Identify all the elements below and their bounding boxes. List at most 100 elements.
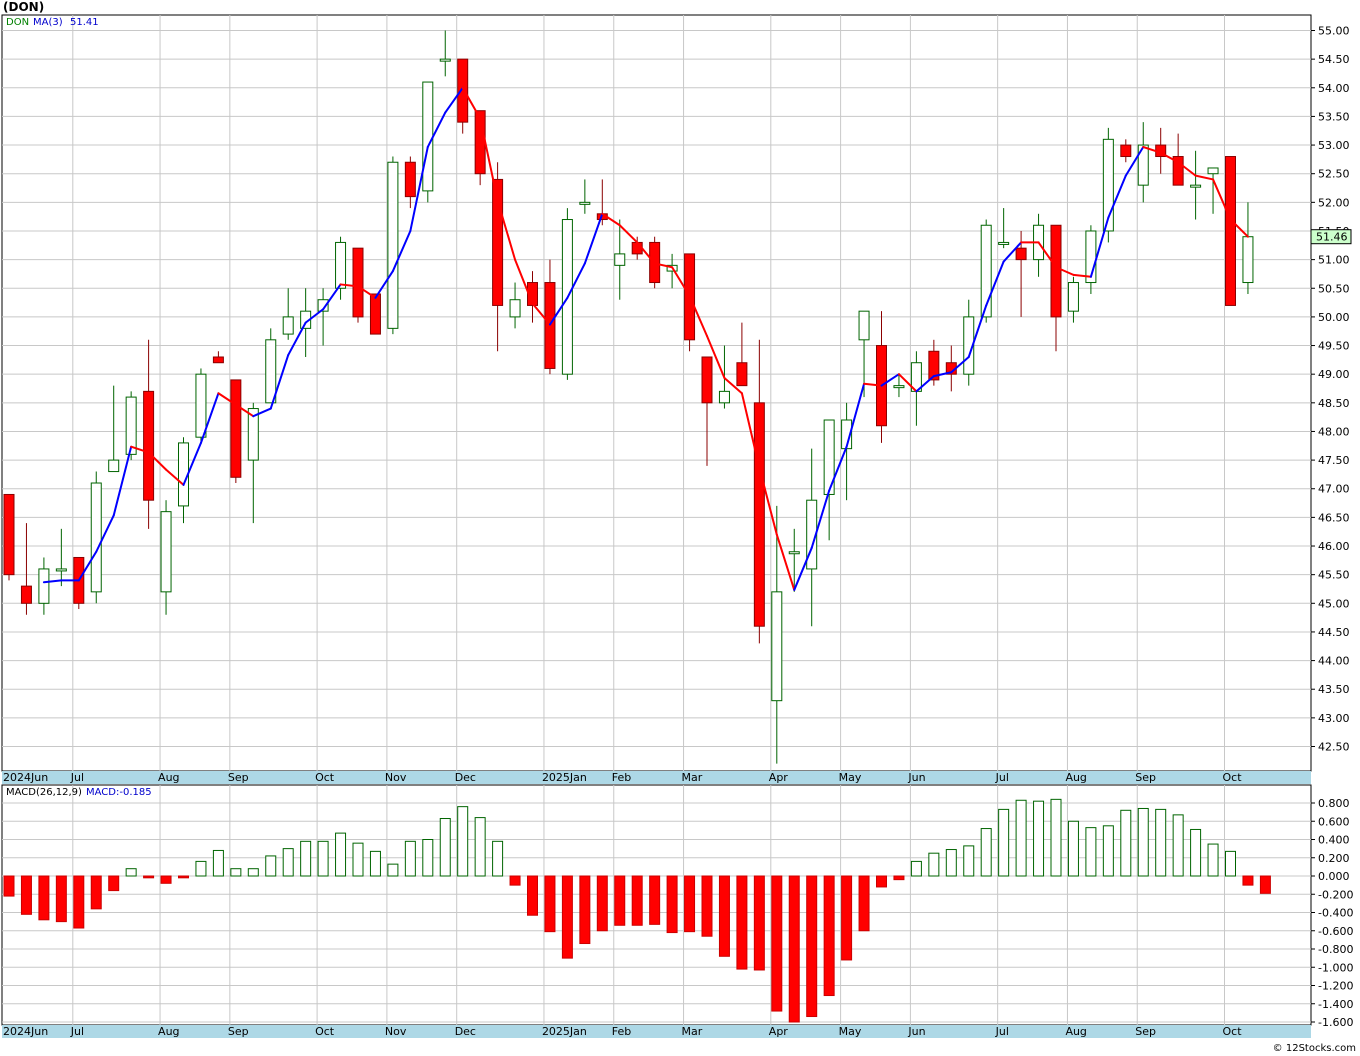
macd-bar-negative (596, 875, 608, 932)
price-y-tick-label: 50.50 (1318, 282, 1350, 295)
macd-bar-positive (369, 850, 381, 877)
price-month-label: Apr (769, 771, 789, 784)
candle-body-down (230, 379, 242, 478)
ma-segment (1055, 266, 1075, 276)
ma-segment (1177, 161, 1197, 177)
macd-bar-negative (858, 875, 870, 932)
macd-legend-label: MACD(26,12,9) (6, 787, 82, 798)
macd-month-label: Jul (995, 1025, 1009, 1038)
macd-bar-negative (160, 875, 172, 884)
candle-body-up (718, 390, 730, 404)
macd-y-tick-label: -1.600 (1318, 1016, 1353, 1029)
macd-y-tick-label: -1.400 (1318, 998, 1353, 1011)
ma-segment (182, 441, 202, 486)
candle-body-down (369, 293, 381, 335)
macd-y-axis: 0.800 0.600 0.400 0.200 0.000 -0.200 -0.400 -0.… (1311, 797, 1353, 1029)
ma-segment (1124, 145, 1145, 177)
ma-segment (706, 334, 726, 379)
price-month-label: Sep (1135, 771, 1156, 784)
macd-y-tick-label: -1.200 (1318, 980, 1353, 993)
macd-bar-positive (387, 863, 399, 877)
price-month-label: Dec (455, 771, 476, 784)
price-y-tick-label: 46.50 (1318, 511, 1350, 524)
candle (143, 339, 155, 529)
candle-body-down (928, 350, 940, 381)
macd-month-label: 2025Jan (542, 1025, 587, 1038)
candle (736, 322, 748, 387)
candle (195, 368, 207, 443)
macd-month-labels: 2024Jun Jul Aug Sep Oct Nov Dec 2025Jan Feb Mar Ap… (3, 1025, 1242, 1038)
price-month-label: Jun (907, 771, 925, 784)
ma-segment (461, 86, 482, 120)
macd-month-label: Aug (158, 1025, 179, 1038)
last-price-tag: 51.46 (1310, 229, 1352, 245)
macd-y-tick-label: 0.600 (1318, 815, 1350, 828)
candle (20, 523, 32, 615)
macd-bar-positive (928, 852, 940, 877)
macd-bar-negative (718, 875, 730, 957)
candle-body-down (212, 356, 224, 364)
candle-body-down (1120, 144, 1132, 158)
candle (701, 356, 713, 466)
macd-bar-positive (282, 848, 294, 877)
macd-grid (2, 785, 1311, 1025)
price-month-labels: 2024Jun Jul Aug Sep Oct Nov Dec 2025Jan Feb Mar Ap… (3, 771, 1242, 784)
macd-panel: 0.800 0.600 0.400 0.200 0.000 -0.200 -0.400 -0.… (1, 784, 1353, 1038)
macd-bar-positive (1102, 825, 1114, 877)
macd-bar-positive (300, 840, 312, 877)
ma-segment (1037, 241, 1057, 269)
ma-segment (147, 451, 168, 471)
candle-body-down (701, 356, 713, 404)
macd-bar-negative (20, 875, 32, 915)
macd-bar-positive (404, 840, 416, 877)
macd-y-tick-label: 0.200 (1318, 852, 1350, 865)
candle-body-up (998, 241, 1010, 245)
candle-body-up (422, 81, 434, 192)
price-y-tick-label: 53.50 (1318, 110, 1350, 123)
price-month-label: Sep (228, 771, 249, 784)
ma-segment (444, 86, 464, 114)
candle-body-up (1067, 282, 1079, 312)
macd-bar-negative (684, 875, 696, 933)
macd-bar-positive (335, 832, 347, 877)
candle-body-up (858, 310, 870, 341)
ma-segment (391, 229, 412, 273)
candle-body-up (1242, 236, 1254, 284)
ma-segment (566, 262, 586, 299)
candle (247, 402, 259, 524)
candle (1137, 122, 1149, 203)
ma-segment (199, 392, 220, 444)
ma-segment (967, 304, 988, 358)
macd-month-label: Oct (1223, 1025, 1243, 1038)
candle-body-up (963, 316, 975, 375)
ma-segment (479, 117, 499, 202)
macd-bar-positive (910, 860, 922, 877)
price-moving-average (42, 86, 1249, 591)
price-y-axis: 42.50 43.00 43.50 44.00 44.50 45.00 45.50 46.00… (1311, 25, 1350, 754)
price-y-tick-label: 47.00 (1318, 483, 1350, 496)
candle (928, 339, 940, 386)
ma-segment (548, 296, 569, 326)
ma-segment (758, 466, 778, 536)
macd-bar-positive (212, 849, 224, 877)
price-y-tick-label: 42.50 (1318, 741, 1350, 754)
macd-legend: MACD(26,12,9) MACD:-0.185 (6, 787, 152, 798)
macd-month-label: Dec (455, 1025, 476, 1038)
macd-bar-positive (1137, 807, 1149, 877)
macd-bar-positive (457, 806, 469, 877)
candle (998, 208, 1010, 249)
candle (1067, 276, 1079, 323)
macd-bar-negative (561, 875, 573, 959)
candle (771, 505, 783, 764)
ma-segment (863, 382, 883, 387)
macd-bar-negative (579, 875, 591, 945)
macd-bar-negative (841, 875, 853, 961)
candle-body-up (509, 299, 521, 318)
candle (369, 293, 381, 335)
ma-segment (496, 199, 517, 261)
macd-month-label: Sep (1135, 1025, 1156, 1038)
price-legend: DON MA(3) 51.41 (6, 17, 99, 28)
ma-segment (793, 546, 813, 591)
candle-body-up (893, 385, 905, 389)
candle-body-down (143, 390, 155, 501)
